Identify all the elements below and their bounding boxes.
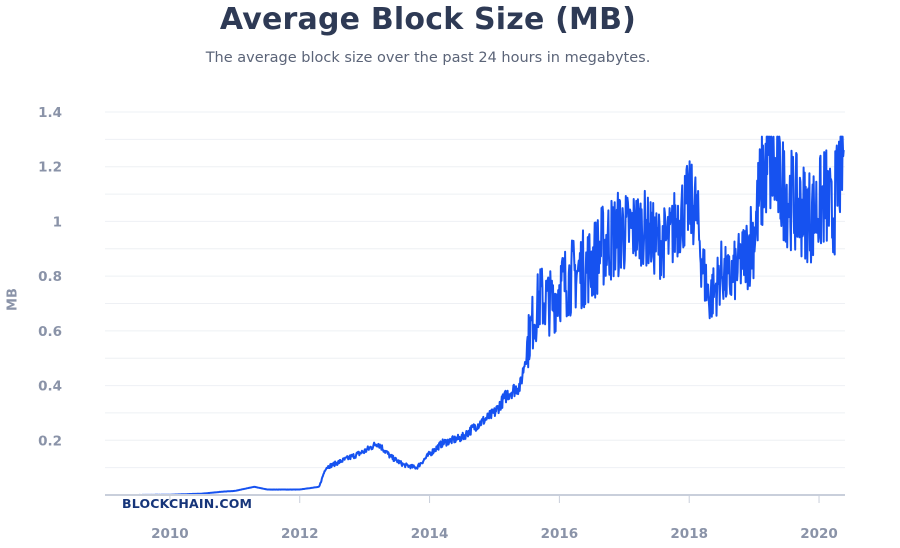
y-tick-label: 0.4 [38,379,62,395]
x-tick-labels: 2010 2012 2014 2016 2018 2020 [151,495,838,542]
chart-subtitle: The average block size over the past 24 … [205,50,651,66]
x-tick-label: 2010 [151,526,189,542]
y-tick-labels: 0.2 0.4 0.6 0.8 1 1.2 1.4 [38,105,62,449]
y-tick-label: 0.8 [38,269,62,285]
block-size-series-line [104,135,845,496]
y-tick-label: 0.2 [38,433,62,449]
x-tick-label: 2018 [670,526,708,542]
x-tick-label: 2020 [800,526,838,542]
y-tick-label: 1 [53,214,62,230]
y-tick-label: 1.2 [38,160,62,176]
chart-title: Average Block Size (MB) [219,2,637,37]
x-tick-label: 2012 [281,526,319,542]
blockchain-watermark: BLOCKCHAIN.COM [122,496,252,511]
y-tick-label: 0.6 [38,324,62,340]
y-tick-label: 1.4 [38,105,62,121]
x-tick-label: 2014 [411,526,449,542]
x-tick-label: 2016 [541,526,579,542]
